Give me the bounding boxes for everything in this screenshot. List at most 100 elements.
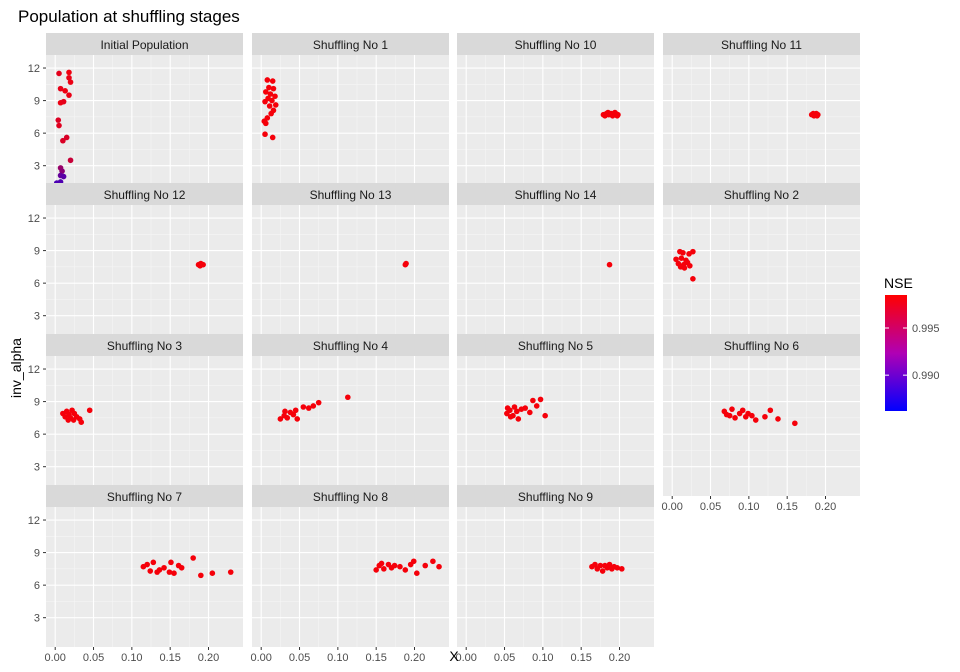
data-point [60, 173, 67, 180]
x-tick-label: 0.00 [455, 652, 476, 664]
data-point [732, 415, 738, 421]
data-point [504, 405, 511, 411]
facet-strip [46, 485, 243, 507]
facet-strip [252, 183, 449, 205]
legend-tick-label: 0.995 [912, 323, 940, 335]
x-tick-label: 0.00 [250, 652, 271, 664]
facet-strip [457, 183, 654, 205]
facet-strip [252, 485, 449, 507]
data-point [542, 412, 548, 419]
data-point [300, 404, 307, 410]
data-point [267, 91, 274, 97]
facet-strip-label: Shuffling No 12 [104, 188, 186, 202]
data-point [515, 416, 522, 422]
facet-panel: Shuffling No 5 [457, 334, 654, 496]
data-point [284, 415, 291, 421]
x-tick-label: 0.10 [738, 501, 759, 513]
data-point [67, 157, 74, 164]
data-point [592, 561, 598, 568]
facet-strip [663, 33, 860, 55]
facet-strip-label: Shuffling No 1 [313, 38, 388, 52]
facet-strip [663, 183, 860, 205]
data-point [726, 412, 733, 419]
facet-strip-label: Shuffling No 9 [518, 490, 593, 504]
data-point [530, 397, 536, 404]
data-point [315, 399, 322, 406]
data-point [606, 561, 613, 568]
panel-background [252, 55, 449, 195]
y-tick-label: 12 [28, 515, 40, 527]
y-tick-label: 12 [28, 364, 40, 376]
panel-background [457, 205, 654, 345]
data-point [147, 568, 154, 574]
data-point [606, 261, 613, 268]
panel-background [457, 356, 654, 496]
x-tick-label: 0.20 [815, 501, 836, 513]
data-point [533, 403, 540, 409]
data-point [269, 97, 275, 104]
data-point [277, 416, 284, 422]
facet-panel: Shuffling No 9 0.00 0.05 0.10 0.15 0.20 [455, 485, 654, 664]
data-point [527, 409, 533, 416]
data-point [775, 416, 781, 422]
x-tick-label: 0.15 [365, 652, 386, 664]
facet-strip-label: Shuffling No 2 [724, 188, 799, 202]
facet-strip-label: Shuffling No 5 [518, 339, 593, 353]
data-point [178, 564, 185, 571]
data-point [681, 265, 688, 271]
facet-strip-label: Shuffling No 10 [515, 38, 597, 52]
facet-strip-label: Shuffling No 14 [515, 188, 597, 202]
facet-panel: Shuffling No 7 3 6 9 12 0.00 0.05 0.10 0.15 0.20 [28, 485, 243, 664]
data-point [161, 564, 167, 571]
x-tick-label: 0.05 [289, 652, 310, 664]
data-point [60, 137, 66, 144]
facet-panel: Shuffling No 4 [252, 334, 449, 496]
data-point [70, 417, 77, 423]
facet-strip [46, 33, 243, 55]
data-point [270, 85, 277, 92]
data-point [511, 404, 518, 410]
facet-panel: Shuffling No 2 [663, 183, 860, 345]
facet-strip-label: Initial Population [100, 38, 188, 52]
data-point [422, 562, 429, 569]
y-tick-label: 3 [34, 613, 40, 625]
facet-strip [46, 183, 243, 205]
data-point [729, 406, 735, 412]
data-point [62, 88, 68, 94]
data-point [272, 102, 279, 108]
data-point [381, 566, 387, 572]
x-tick-label: 0.05 [700, 501, 721, 513]
y-tick-label: 6 [34, 580, 40, 592]
facet-panel: Shuffling No 11 [663, 33, 860, 195]
y-tick-label: 9 [34, 548, 40, 560]
data-point [66, 69, 72, 76]
facet-strip [457, 485, 654, 507]
facet-strip [46, 334, 243, 356]
x-tick-label: 0.20 [609, 652, 630, 664]
x-tick-label: 0.15 [570, 652, 591, 664]
panel-background [46, 205, 243, 345]
facet-panel: Shuffling No 12 3 6 9 12 [28, 183, 243, 345]
data-point [63, 134, 70, 141]
data-point [403, 260, 409, 267]
facet-strip-label: Shuffling No 4 [313, 339, 388, 353]
legend-tick-label: 0.990 [912, 370, 940, 382]
data-point [599, 568, 606, 574]
data-point [282, 408, 288, 415]
facet-strip-label: Shuffling No 11 [721, 38, 802, 52]
x-tick-label: 0.20 [198, 652, 219, 664]
facet-panel: Shuffling No 13 [252, 183, 449, 345]
y-tick-label: 12 [28, 213, 40, 225]
x-tick-label: 0.10 [121, 652, 142, 664]
facet-panel: Initial Population 3 6 9 12 [28, 33, 243, 195]
facet-panel: Shuffling No 14 [457, 183, 654, 345]
panel-background [457, 55, 654, 195]
facet-panel: Shuffling No 3 3 6 9 12 [28, 334, 243, 496]
y-tick-label: 6 [34, 128, 40, 140]
data-point [762, 413, 768, 420]
panel-background [46, 356, 243, 496]
y-tick-label: 12 [28, 63, 40, 75]
data-point [397, 563, 403, 570]
y-tick-label: 3 [34, 161, 40, 173]
